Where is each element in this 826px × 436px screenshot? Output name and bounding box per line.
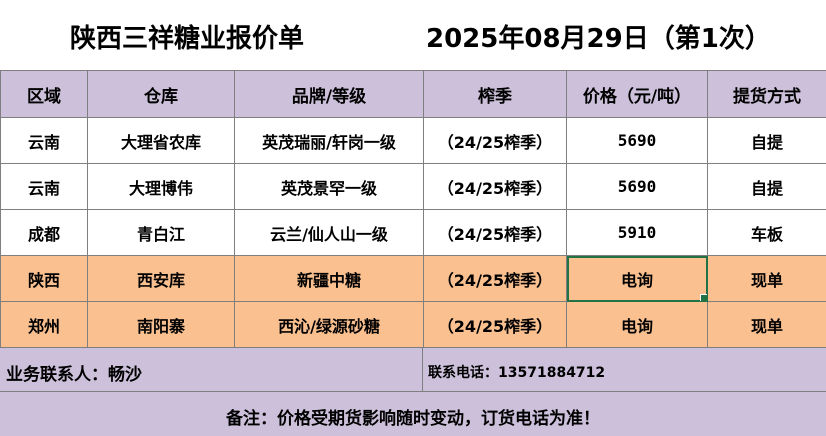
table-row: 成都 青白江 云兰/仙人山一级 （24/25榨季） 5910 车板 bbox=[0, 209, 826, 256]
contact-divider bbox=[422, 348, 423, 392]
cell-season[interactable]: （24/25榨季） bbox=[423, 163, 567, 210]
cell-warehouse[interactable]: 青白江 bbox=[87, 209, 235, 256]
cell-price-text: 电询 bbox=[620, 270, 653, 290]
header-price[interactable]: 价格（元/吨） bbox=[566, 70, 708, 118]
cell-region[interactable]: 云南 bbox=[0, 117, 88, 164]
fill-handle[interactable] bbox=[700, 294, 707, 301]
date-title: 2025年08月29日（第1次） bbox=[426, 24, 771, 54]
company-title: 陕西三祥糖业报价单 bbox=[70, 24, 305, 54]
cell-price[interactable]: 5690 bbox=[566, 117, 708, 164]
header-warehouse[interactable]: 仓库 bbox=[87, 70, 235, 118]
quote-table: 区域 仓库 品牌/等级 榨季 价格（元/吨） 提货方式 云南 大理省农库 英茂瑞… bbox=[0, 70, 826, 348]
contact-phone[interactable]: 联系电话：13571884712 bbox=[428, 365, 606, 381]
cell-warehouse[interactable]: 南阳寨 bbox=[87, 301, 235, 348]
cell-brand-grade[interactable]: 新疆中糖 bbox=[234, 255, 424, 302]
cell-warehouse[interactable]: 大理省农库 bbox=[87, 117, 235, 164]
contact-person[interactable]: 业务联系人：畅沙 bbox=[6, 365, 142, 385]
cell-price-selected[interactable]: 电询 bbox=[566, 255, 708, 302]
cell-price[interactable]: 电询 bbox=[566, 301, 708, 348]
cell-season[interactable]: （24/25榨季） bbox=[423, 117, 567, 164]
cell-warehouse[interactable]: 大理博伟 bbox=[87, 163, 235, 210]
cell-pickup[interactable]: 车板 bbox=[707, 209, 826, 256]
cell-region[interactable]: 郑州 bbox=[0, 301, 88, 348]
table-row: 云南 大理博伟 英茂景罕一级 （24/25榨季） 5690 自提 bbox=[0, 163, 826, 210]
cell-pickup[interactable]: 自提 bbox=[707, 163, 826, 210]
cell-pickup[interactable]: 现单 bbox=[707, 255, 826, 302]
note-row: 备注：价格受期货影响随时变动，订货电话为准！ bbox=[0, 392, 826, 436]
title-row[interactable]: 陕西三祥糖业报价单 2025年08月29日（第1次） bbox=[0, 0, 826, 70]
cell-price[interactable]: 5910 bbox=[566, 209, 708, 256]
cell-brand-grade[interactable]: 云兰/仙人山一级 bbox=[234, 209, 424, 256]
header-region[interactable]: 区域 bbox=[0, 70, 88, 118]
cell-warehouse[interactable]: 西安库 bbox=[87, 255, 235, 302]
table-row: 陕西 西安库 新疆中糖 （24/25榨季） 电询 现单 bbox=[0, 255, 826, 302]
cell-pickup[interactable]: 现单 bbox=[707, 301, 826, 348]
cell-region[interactable]: 陕西 bbox=[0, 255, 88, 302]
cell-season[interactable]: （24/25榨季） bbox=[423, 301, 567, 348]
table-row: 郑州 南阳寨 西沁/绿源砂糖 （24/25榨季） 电询 现单 bbox=[0, 301, 826, 348]
contact-row: 业务联系人：畅沙 联系电话：13571884712 bbox=[0, 347, 826, 392]
price-note[interactable]: 备注：价格受期货影响随时变动，订货电话为准！ bbox=[226, 409, 600, 429]
cell-pickup[interactable]: 自提 bbox=[707, 117, 826, 164]
header-pickup[interactable]: 提货方式 bbox=[707, 70, 826, 118]
cell-price[interactable]: 5690 bbox=[566, 163, 708, 210]
cell-region[interactable]: 云南 bbox=[0, 163, 88, 210]
cell-region[interactable]: 成都 bbox=[0, 209, 88, 256]
cell-season[interactable]: （24/25榨季） bbox=[423, 255, 567, 302]
cell-season[interactable]: （24/25榨季） bbox=[423, 209, 567, 256]
table-row: 云南 大理省农库 英茂瑞丽/轩岗一级 （24/25榨季） 5690 自提 bbox=[0, 117, 826, 164]
header-row: 区域 仓库 品牌/等级 榨季 价格（元/吨） 提货方式 bbox=[0, 70, 826, 118]
header-brand-grade[interactable]: 品牌/等级 bbox=[234, 70, 424, 118]
cell-brand-grade[interactable]: 英茂景罕一级 bbox=[234, 163, 424, 210]
cell-brand-grade[interactable]: 英茂瑞丽/轩岗一级 bbox=[234, 117, 424, 164]
header-season[interactable]: 榨季 bbox=[423, 70, 567, 118]
cell-brand-grade[interactable]: 西沁/绿源砂糖 bbox=[234, 301, 424, 348]
